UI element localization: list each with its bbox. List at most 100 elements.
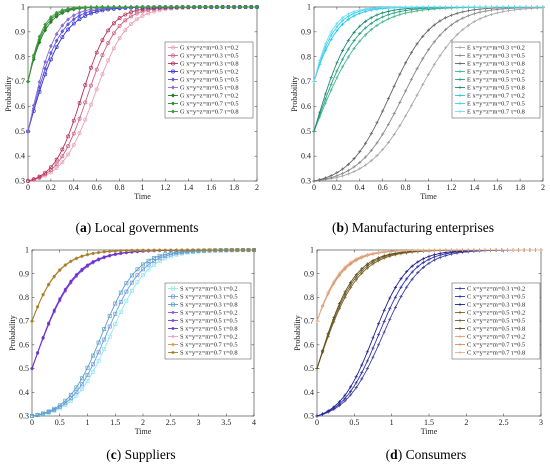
legend-marker (458, 310, 462, 315)
data-point (381, 15, 385, 19)
data-point (41, 411, 46, 416)
data-point (346, 168, 350, 173)
data-point (318, 178, 322, 182)
data-point (426, 72, 431, 76)
data-point (100, 72, 105, 77)
data-point (466, 23, 471, 27)
x-tick-label: 0.5 (55, 418, 65, 427)
data-point (100, 53, 105, 58)
data-point (426, 28, 431, 32)
data-point (449, 23, 453, 27)
data-point (26, 79, 30, 84)
data-point (113, 311, 118, 316)
data-point (219, 248, 223, 252)
data-point (524, 5, 528, 9)
data-point (68, 392, 73, 397)
data-point (410, 270, 414, 274)
data-point (47, 321, 51, 325)
data-point (444, 27, 448, 32)
data-point (352, 30, 356, 35)
data-point (371, 346, 375, 350)
data-point (392, 11, 396, 15)
data-point (346, 17, 350, 21)
data-point (130, 248, 134, 252)
data-point (54, 38, 59, 44)
data-point (60, 147, 65, 152)
data-point (326, 331, 330, 335)
data-point (433, 248, 437, 252)
data-point (399, 295, 403, 299)
data-point (354, 375, 358, 379)
data-point (318, 58, 322, 62)
y-tick-label: 0.3 (19, 412, 29, 421)
data-point (80, 254, 84, 258)
x-tick-label: 2.5 (499, 418, 509, 427)
data-point (365, 350, 369, 354)
x-tick-label: 1.4 (469, 183, 479, 192)
x-tick-label: 2.5 (166, 418, 176, 427)
data-point (158, 248, 162, 252)
data-point (392, 84, 396, 88)
data-point (392, 112, 396, 116)
data-point (83, 117, 88, 122)
data-point (343, 396, 347, 401)
data-point (48, 43, 53, 49)
data-point (386, 122, 391, 126)
data-point (421, 34, 425, 38)
x-tick-label: 3 (539, 418, 543, 427)
data-point (57, 403, 62, 408)
data-point (329, 37, 333, 42)
data-point (484, 14, 488, 18)
data-point (449, 39, 453, 43)
data-point (533, 248, 537, 252)
y-tick-label: 0.9 (301, 27, 311, 36)
data-point (421, 57, 425, 61)
data-point (335, 25, 339, 29)
data-point (54, 162, 59, 167)
data-point (343, 290, 347, 294)
data-point (329, 174, 333, 178)
data-point (377, 250, 381, 254)
data-point (438, 19, 442, 23)
x-axis-label: Time (421, 427, 438, 436)
data-point (106, 41, 111, 45)
data-point (358, 32, 362, 36)
data-point (118, 310, 123, 314)
data-point (377, 256, 381, 260)
data-point (409, 104, 413, 108)
legend-marker (458, 286, 462, 291)
data-point (30, 366, 34, 371)
data-point (415, 42, 419, 46)
legend-entry: C x=y=z=m=0.7 τ=0.2 (467, 334, 525, 341)
data-point (375, 154, 379, 158)
data-point (117, 4, 122, 10)
data-point (79, 376, 84, 381)
data-point (71, 13, 76, 18)
data-point (30, 414, 34, 418)
legend-entry: C x=y=z=m=0.3 τ=0.8 (467, 302, 525, 309)
legend-entry: C x=y=z=m=0.7 τ=0.8 (467, 350, 525, 357)
y-tick-label: 1 (25, 246, 29, 255)
data-point (135, 267, 140, 272)
data-point (321, 303, 325, 307)
data-point (118, 300, 123, 305)
data-point (371, 355, 375, 359)
x-tick-label: 2 (255, 183, 259, 192)
data-point (409, 51, 413, 55)
data-point (371, 258, 375, 263)
data-point (141, 262, 145, 267)
legend-marker (171, 109, 175, 114)
data-point (140, 4, 145, 10)
data-point (124, 298, 129, 303)
y-tick-label: 0.5 (19, 364, 29, 373)
legend-marker (171, 286, 175, 291)
data-point (472, 248, 476, 252)
data-point (318, 110, 322, 114)
data-point (466, 5, 471, 9)
data-point (438, 248, 442, 252)
legend-entry: C x=y=z=m=0.5 τ=0.8 (467, 326, 525, 333)
data-point (449, 13, 453, 17)
data-point (432, 40, 436, 44)
legend-marker (458, 77, 462, 82)
data-point (360, 267, 364, 271)
